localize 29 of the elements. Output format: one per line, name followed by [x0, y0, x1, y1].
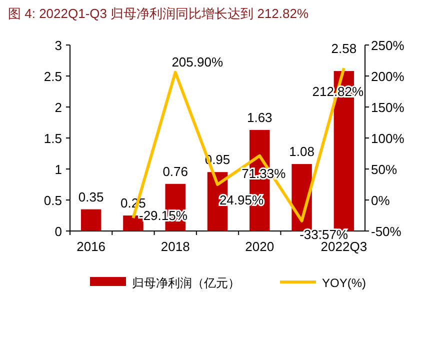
x-tick-label: 2020 [245, 239, 274, 254]
y-tick-label: 2.5 [44, 69, 62, 84]
y2-tick-label: 150% [371, 100, 405, 115]
data-label: 1.08 [289, 144, 314, 160]
legend-label: YOY(%) [322, 276, 366, 290]
y2-tick-label: 0% [371, 193, 390, 208]
y-tick-label: 0.5 [44, 193, 62, 208]
y2-tick-label: -50% [371, 224, 402, 239]
y-tick-label: 3 [54, 38, 62, 53]
x-tick-label: 2016 [76, 239, 106, 254]
y2-tick-label: 50% [371, 162, 398, 177]
y-tick-label: 0 [54, 224, 62, 239]
data-label: 71.33% [242, 166, 286, 181]
data-label: 1.63 [246, 110, 272, 125]
y-tick-label: 2 [54, 100, 62, 115]
bar [80, 209, 102, 231]
y2-tick-label: 250% [371, 38, 405, 53]
legend-label: 归母净利润（亿元） [132, 276, 240, 290]
y2-tick-label: 100% [371, 131, 405, 146]
y-tick-label: 1.5 [44, 131, 62, 146]
chart-title: 图 4: 2022Q1-Q3 归母净利润同比增长达到 212.82% [8, 6, 309, 21]
data-label: 2.58 [331, 41, 357, 56]
x-tick-label: 2018 [160, 239, 190, 254]
data-label: 205.90% [172, 54, 224, 70]
x-tick-label: 2022Q3 [320, 239, 368, 254]
y2-tick-label: 200% [371, 69, 405, 84]
data-label: 0.76 [162, 164, 188, 179]
y-tick-label: 1 [54, 162, 62, 177]
data-label: 0.35 [78, 189, 104, 204]
